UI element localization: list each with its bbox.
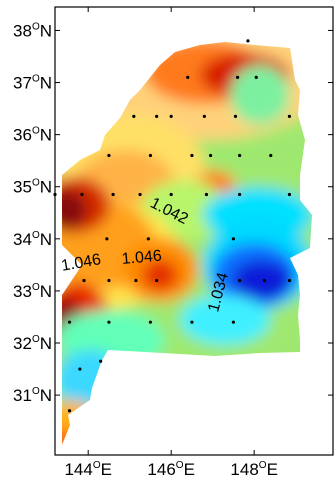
station-point [155,278,159,283]
station-point [148,320,153,324]
station-point [67,320,72,324]
station-point [287,192,292,197]
station-point [107,320,111,324]
station-point [146,237,150,241]
y-tick-label: 32ON [13,334,52,353]
station-point [67,409,72,413]
station-point [262,278,267,283]
station-point [78,367,82,371]
station-point [132,114,136,118]
station-point [287,278,292,283]
y-tick-label: 38ON [13,21,52,40]
station-point [204,192,209,197]
y-tick-label: 35ON [13,178,52,197]
station-point [155,114,159,118]
station-point [238,153,242,158]
y-tick-label: 37ON [13,74,52,93]
station-point [107,278,111,283]
station-point [238,192,242,197]
x-tick-label: 144OE [64,460,112,477]
field-layer [62,42,312,455]
x-axis-ticks: 144OE 146OE 148OE [64,7,278,477]
station-point [254,75,258,79]
station-point [190,320,194,324]
contour-label: 1.046 [121,248,162,268]
x-tick-label: 146OE [147,460,195,477]
salinity-field [62,42,312,455]
station-point [169,114,173,118]
station-markers [53,39,292,413]
station-point [231,237,236,241]
y-axis-ticks: 38ON 37ON 36ON 35ON 34ON 33ON 32ON 31ON [13,21,333,405]
station-point [138,192,142,197]
x-tick-label: 148OE [230,460,278,477]
station-point [134,278,138,283]
station-point [231,320,236,324]
station-point [105,237,109,241]
station-point [235,75,240,79]
station-point [82,278,86,283]
station-point [80,192,84,197]
y-tick-label: 34ON [13,230,52,249]
station-point [246,39,250,43]
station-point [111,192,115,197]
station-point [148,153,153,158]
station-point [238,278,242,283]
contour-label: 1.046 [60,251,102,275]
y-tick-label: 33ON [13,282,52,301]
station-point [233,114,238,118]
station-point [190,153,194,158]
station-point [186,75,190,79]
y-tick-label: 36ON [13,126,52,145]
y-tick-label: 31ON [13,386,52,405]
station-point [107,153,111,158]
station-point [169,192,173,197]
station-point [208,153,213,158]
plot-frame [54,6,334,456]
station-point [202,114,206,118]
station-point [269,153,273,158]
station-point [99,359,103,363]
station-point [287,114,292,118]
